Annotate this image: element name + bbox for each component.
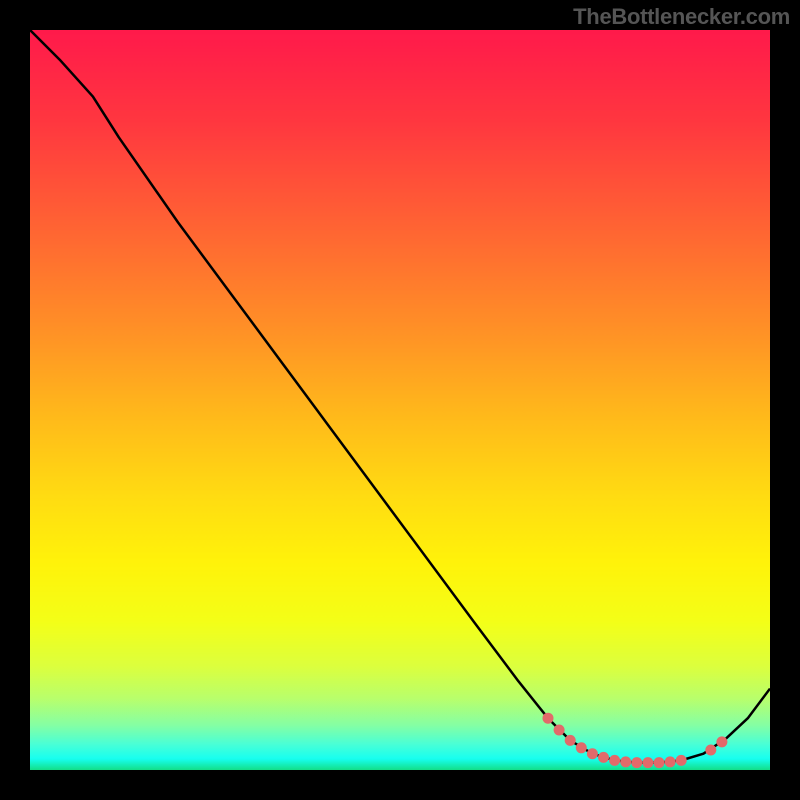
data-marker [543,713,554,724]
data-marker [587,748,598,759]
data-marker [598,752,609,763]
data-marker [665,756,676,767]
data-marker [565,735,576,746]
chart-svg [30,30,770,770]
data-marker [631,757,642,768]
data-marker [676,755,687,766]
data-marker [654,757,665,768]
data-marker [609,755,620,766]
data-marker [642,757,653,768]
data-marker [705,745,716,756]
plot-area [30,30,770,770]
data-marker [716,736,727,747]
curve-line [30,30,770,763]
attribution-text: TheBottlenecker.com [573,4,790,30]
data-marker [554,725,565,736]
data-marker [576,742,587,753]
data-marker [620,756,631,767]
chart-container: TheBottlenecker.com [0,0,800,800]
